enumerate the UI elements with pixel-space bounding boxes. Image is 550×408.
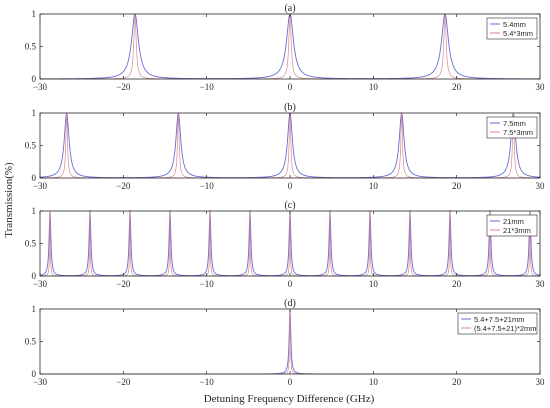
legend-label: 21*3mm <box>503 226 531 235</box>
y-tick-label: 1 <box>32 108 37 118</box>
plot-frame <box>39 112 541 179</box>
panel-title: (a) <box>284 3 295 14</box>
y-tick-label: 0 <box>32 74 37 84</box>
legend-label: 21mm <box>503 217 524 226</box>
legend-label: (5.4+7.5+21)*2mm <box>474 324 537 333</box>
x-tick-label: −20 <box>116 82 131 92</box>
x-tick-label: −10 <box>200 82 215 92</box>
legend-label: 5.4+7.5+21mm <box>474 315 524 324</box>
x-tick-label: 0 <box>288 82 293 92</box>
legend-box <box>486 17 538 40</box>
y-tick-label: 0.5 <box>25 141 37 151</box>
y-tick-label: 0.5 <box>25 337 37 347</box>
x-tick-label: −30 <box>33 181 48 191</box>
legend-box <box>486 116 538 139</box>
x-tick-label: 10 <box>369 279 379 289</box>
legend-label: 5.4*3mm <box>503 29 533 38</box>
x-tick-label: −30 <box>33 377 48 387</box>
panel-title: (d) <box>284 298 296 309</box>
x-tick-label: 30 <box>536 377 546 387</box>
legend-label: 5.4mm <box>503 20 526 29</box>
x-tick-label: −30 <box>33 279 48 289</box>
x-tick-label: −20 <box>116 279 131 289</box>
legend: 5.4+7.5+21mm(5.4+7.5+21)*2mm <box>457 312 538 335</box>
series-line-1 <box>39 112 541 179</box>
panel-title: (c) <box>284 200 295 211</box>
y-tick-label: 0 <box>32 369 37 379</box>
x-tick-label: 10 <box>369 82 379 92</box>
y-tick-label: 1 <box>32 9 37 19</box>
y-tick-label: 0 <box>32 173 37 183</box>
y-axis-title: Transmission(%) <box>3 162 15 238</box>
x-tick-label: 20 <box>452 181 462 191</box>
y-tick-label: 1 <box>32 206 37 216</box>
x-tick-label: 10 <box>369 377 379 387</box>
legend-box <box>486 214 538 237</box>
x-tick-label: −20 <box>116 377 131 387</box>
x-tick-label: 20 <box>452 279 462 289</box>
series-line-1 <box>40 13 540 80</box>
plot-frame <box>39 13 541 80</box>
x-tick-label: 30 <box>536 279 546 289</box>
series-line-2 <box>40 210 540 277</box>
x-tick-label: 20 <box>452 82 462 92</box>
x-tick-label: 0 <box>288 377 293 387</box>
x-tick-label: 30 <box>536 181 546 191</box>
x-tick-label: 20 <box>452 377 462 387</box>
y-tick-label: 0.5 <box>25 239 37 249</box>
panel-4: −30 −20 −10 0 10 20 30 0 0.5 1 (d) 5.4+7.5+21mm(5.4… <box>25 298 545 387</box>
x-tick-label: −20 <box>116 181 131 191</box>
x-tick-label: −10 <box>200 377 215 387</box>
x-tick-label: 10 <box>369 181 379 191</box>
x-tick-label: −10 <box>200 181 215 191</box>
x-tick-label: 30 <box>536 82 546 92</box>
x-axis-title: Detuning Frequency Difference (GHz) <box>204 393 375 405</box>
x-tick-label: −30 <box>33 82 48 92</box>
series-line-2 <box>40 12 540 80</box>
legend-box <box>457 312 538 335</box>
x-tick-label: 0 <box>288 181 293 191</box>
y-tick-label: 0.5 <box>25 42 37 52</box>
series-line-2 <box>40 112 540 179</box>
x-tick-label: −10 <box>200 279 215 289</box>
panel-title: (b) <box>284 102 296 113</box>
y-tick-label: 1 <box>32 304 37 314</box>
legend-label: 7.5*3mm <box>503 128 533 137</box>
x-tick-label: 0 <box>288 279 293 289</box>
y-tick-label: 0 <box>32 271 37 281</box>
legend-label: 7.5mm <box>503 119 526 128</box>
